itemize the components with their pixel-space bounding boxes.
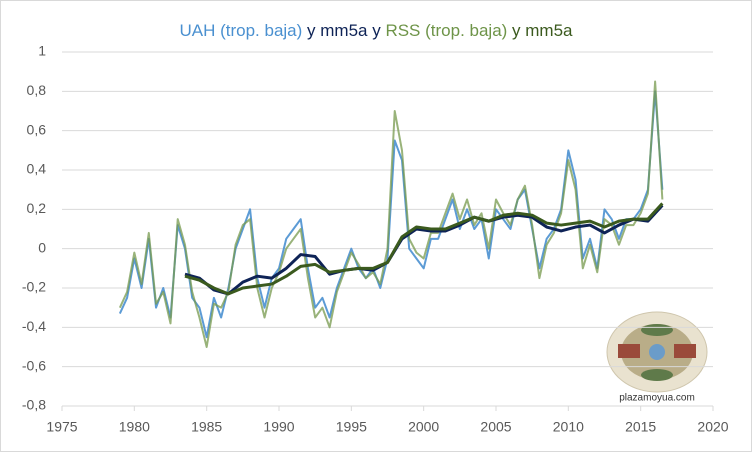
watermark-logo: [606, 311, 708, 393]
x-tick-label: 2000: [408, 419, 439, 435]
x-tick-label: 1985: [191, 419, 222, 435]
x-tick-label: 1980: [119, 419, 150, 435]
y-tick-label: -0,2: [22, 279, 46, 295]
title-part: y mm5a: [507, 21, 573, 40]
title-part: y: [367, 21, 385, 40]
x-tick-label: 2020: [697, 419, 728, 435]
series-line: [118, 80, 664, 348]
chart-title: UAH (trop. baja) y mm5a y RSS (trop. baj…: [179, 21, 573, 40]
y-tick-label: 1: [38, 43, 46, 59]
y-tick-label: 0,6: [27, 121, 47, 137]
x-tick-label: 1975: [46, 419, 77, 435]
y-tick-label: -0,4: [22, 318, 46, 334]
x-tick-label: 1990: [263, 419, 294, 435]
y-tick-label: 0,4: [27, 161, 47, 177]
series-line: [118, 90, 664, 339]
x-tick-label: 1995: [336, 419, 367, 435]
x-tick-label: 2005: [480, 419, 511, 435]
title-part: UAH (trop. baja): [179, 21, 302, 40]
y-tick-label: 0,2: [27, 200, 47, 216]
y-tick-label: -0,6: [22, 357, 46, 373]
watermark-text: plazamoyua.com: [619, 393, 695, 404]
x-tick-label: 2010: [553, 419, 584, 435]
y-tick-label: 0,8: [27, 82, 47, 98]
y-tick-label: -0,8: [22, 397, 46, 413]
title-part: y mm5a: [302, 21, 368, 40]
y-tick-label: 0: [38, 239, 46, 255]
series-line: [184, 204, 664, 296]
x-tick-label: 2015: [625, 419, 656, 435]
series-line: [184, 202, 664, 296]
title-part: RSS (trop. baja): [385, 21, 507, 40]
